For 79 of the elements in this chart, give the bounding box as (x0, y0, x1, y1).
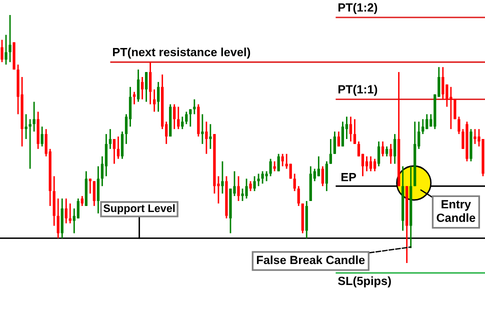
candlestick (80, 195, 84, 207)
candlestick (269, 158, 272, 177)
candlestick (265, 170, 268, 182)
candlestick (8, 14, 12, 63)
candlestick (353, 118, 356, 145)
candlestick (277, 153, 280, 172)
candlestick (442, 66, 444, 100)
candlestick (112, 138, 116, 164)
candlestick (293, 173, 296, 192)
ref-line-label: PT(1:1) (338, 84, 378, 96)
candlestick (281, 153, 284, 167)
candlestick (297, 185, 300, 207)
candlestick (249, 180, 252, 192)
candlestick (24, 114, 28, 140)
candlestick (189, 108, 192, 128)
candlestick (136, 68, 140, 102)
candlestick (88, 178, 92, 194)
candlestick (369, 156, 372, 172)
candlestick (64, 198, 68, 224)
candlestick (389, 143, 392, 164)
candlestick (349, 116, 352, 142)
candlestick (209, 123, 212, 150)
candlestick (261, 170, 264, 184)
candlestick (450, 86, 452, 130)
candlestick (245, 178, 248, 200)
candlestick (393, 133, 396, 164)
candlestick (76, 198, 80, 220)
candlestick (92, 180, 96, 207)
candlestick (0, 39, 4, 63)
candlestick (257, 173, 260, 187)
candlestick (28, 118, 32, 170)
candlestick (144, 71, 148, 102)
candlestick (377, 140, 380, 167)
candlestick (120, 130, 124, 160)
candlestick (365, 156, 368, 172)
candlestick (458, 116, 460, 135)
candlestick (422, 118, 424, 135)
ref-line-label: PT(1:2) (338, 2, 378, 14)
candlestick (40, 126, 44, 148)
candlestick (385, 146, 388, 158)
candlestick (108, 128, 112, 150)
candlestick (116, 136, 120, 160)
candlestick (241, 188, 244, 202)
candlestick (157, 81, 160, 112)
candlestick (140, 76, 144, 100)
candlestick (333, 130, 336, 155)
ref-line-label: EP (341, 173, 356, 182)
candlestick (205, 120, 208, 155)
candlestick (152, 88, 156, 112)
candlestick (96, 166, 100, 214)
candlestick (132, 91, 136, 105)
candlestick (173, 104, 176, 130)
candlestick (273, 160, 276, 172)
candlestick (104, 133, 108, 177)
candlestick (329, 138, 332, 164)
candlestick (426, 114, 428, 130)
candlestick (177, 106, 180, 130)
candlestick (221, 160, 224, 194)
candlestick (373, 158, 376, 172)
ref-line-label: Support Level (103, 204, 175, 214)
candlestick (68, 202, 72, 224)
candlestick (474, 128, 476, 145)
candlestick (56, 198, 60, 239)
candlestick (253, 176, 256, 192)
annotation: Entry Candle (436, 200, 476, 222)
candlestick (148, 61, 152, 105)
candlestick (325, 160, 328, 192)
candlestick (4, 34, 8, 66)
candlestick (321, 166, 324, 187)
candlestick (201, 114, 204, 145)
candlestick (381, 140, 384, 158)
annotation: False Break Candle (256, 255, 365, 264)
candlestick (181, 116, 184, 130)
ref-line-label: PT(next resistance level) (113, 48, 250, 59)
candlestick (237, 176, 240, 202)
candlestick (185, 111, 188, 125)
candlestick (341, 120, 344, 148)
ref-line-label: SL(5pips) (338, 276, 391, 288)
candlestick (337, 130, 340, 148)
